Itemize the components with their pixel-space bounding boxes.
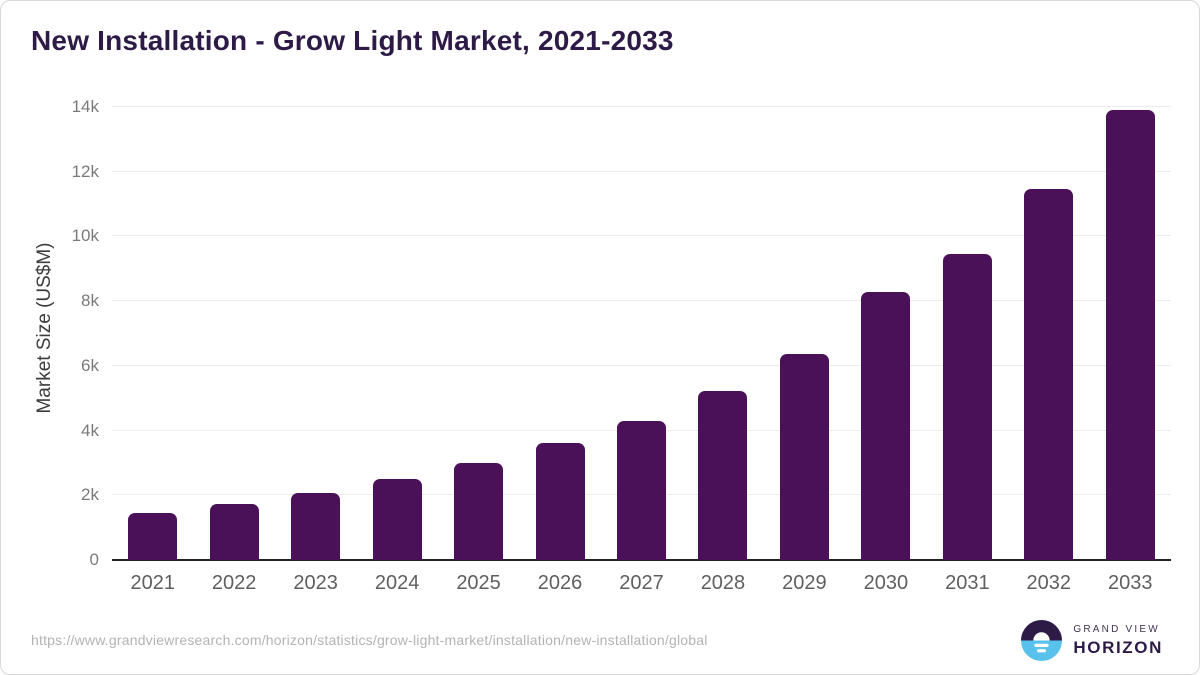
x-tick-label-2033: 2033 [1108, 572, 1153, 594]
bar-2027[interactable] [617, 420, 666, 560]
x-tick-label-2028: 2028 [700, 572, 746, 594]
brand-logo: GRAND VIEW HORIZON [1021, 620, 1163, 661]
y-tick-label-8k: 8k [81, 291, 99, 311]
y-tick-label-6k: 6k [81, 355, 99, 375]
x-tick-label-2026: 2026 [537, 572, 583, 594]
x-tick-label-2027: 2027 [619, 572, 664, 594]
x-axis-line [112, 559, 1171, 561]
plot-area: 0 2k 4k 6k 8k 10k 12k 14k 2021 2022 2023 2024 2025 20… [72, 97, 1171, 594]
gridline-10k [112, 235, 1171, 237]
x-tick-label-2032: 2032 [1026, 572, 1072, 594]
y-tick-label-2k: 2k [81, 485, 99, 505]
bar-2028[interactable] [698, 390, 748, 560]
y-tick-label-4k: 4k [81, 420, 99, 440]
y-tick-label-14k: 14k [71, 97, 99, 116]
x-tick-label-2021: 2021 [130, 572, 175, 594]
x-tick-label-2025: 2025 [456, 572, 501, 594]
x-tick-label-2031: 2031 [945, 572, 990, 594]
y-tick-label-10k: 10k [71, 226, 99, 246]
gridline-8k [112, 300, 1171, 302]
x-tick-label-2029: 2029 [782, 572, 827, 594]
x-tick-label-2024: 2024 [374, 572, 420, 594]
bar-2030[interactable] [861, 291, 911, 560]
brand-name-top: GRAND VIEW [1073, 623, 1160, 635]
bar-2022[interactable] [209, 504, 259, 560]
bar-2033[interactable] [1105, 110, 1155, 560]
source-url: https://www.grandviewresearch.com/horizo… [31, 632, 708, 648]
horizon-logo-icon [1021, 620, 1063, 661]
bar-2024[interactable] [372, 479, 422, 560]
gridline-14k [112, 106, 1171, 107]
x-tick-label-2030: 2030 [863, 572, 909, 594]
x-tick-label-2022: 2022 [211, 572, 257, 594]
y-tick-label-0: 0 [89, 550, 99, 569]
bar-2029[interactable] [779, 354, 829, 560]
bar-2026[interactable] [535, 443, 585, 560]
x-tick-label-2023: 2023 [293, 572, 338, 594]
gridline-12k [112, 170, 1171, 172]
bar-2031[interactable] [942, 254, 992, 560]
bar-2032[interactable] [1024, 188, 1074, 560]
chart-title: New Installation - Grow Light Market, 20… [31, 25, 674, 56]
bar-2025[interactable] [454, 462, 504, 560]
y-tick-label-12k: 12k [71, 161, 99, 181]
bar-2023[interactable] [291, 493, 341, 560]
y-axis-title: Market Size (US$M) [34, 242, 55, 414]
brand-name-bottom: HORIZON [1073, 637, 1163, 657]
gridline-6k [112, 364, 1171, 366]
bar-2021[interactable] [128, 513, 178, 560]
brand-text: GRAND VIEW HORIZON [1073, 624, 1163, 658]
